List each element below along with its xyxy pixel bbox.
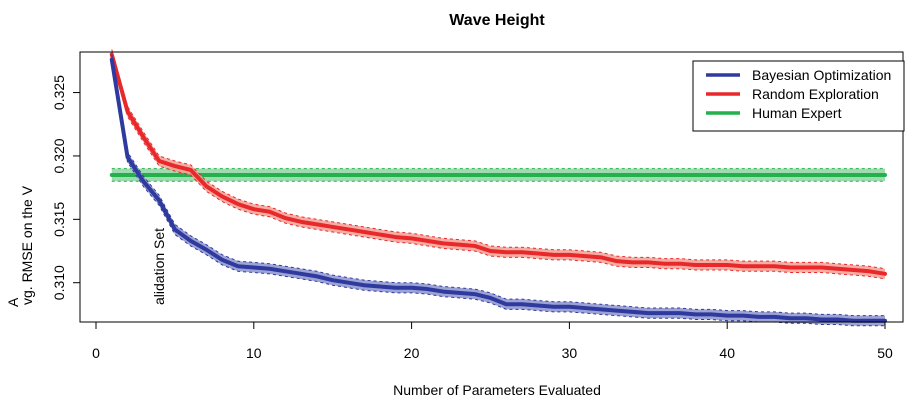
y-tick-label-3: 0.325	[51, 75, 67, 110]
x-tick-label-0: 0	[92, 345, 100, 361]
x-tick-label-40: 40	[719, 345, 735, 361]
legend-label-human: Human Expert	[752, 105, 842, 121]
legend-box	[692, 60, 905, 132]
y-axis: 0.310 0.315 0.320 0.325	[51, 75, 81, 300]
x-tick-label-50: 50	[877, 345, 893, 361]
y-axis-title-prefix: A	[5, 297, 21, 307]
series-layer	[109, 49, 887, 327]
series-line-random	[109, 52, 887, 276]
band-upper-bayesian	[111, 54, 885, 317]
x-axis-title: Number of Parameters Evaluated	[393, 382, 601, 398]
legend-label-bayesian: Bayesian Optimization	[752, 67, 891, 83]
y-tick-label-0: 0.310	[51, 265, 67, 300]
y-tick-label-2: 0.320	[51, 138, 67, 173]
y-tick-label-1: 0.315	[51, 202, 67, 237]
legend-label-random: Random Exploration	[752, 86, 879, 102]
series-line-bayesian	[109, 57, 887, 323]
x-axis: 0 10 20 30 40 50	[92, 321, 893, 361]
band-lower-random	[111, 59, 886, 280]
legend: Bayesian Optimization Random Exploration…	[692, 60, 905, 132]
y-axis-title: vg. RMSE on the V	[19, 185, 35, 305]
validation-set-annotation: alidation Set	[151, 228, 167, 305]
band-upper-random	[111, 49, 886, 270]
x-tick-label-30: 30	[562, 345, 578, 361]
x-tick-label-10: 10	[246, 345, 262, 361]
chart-title: Wave Height	[449, 12, 545, 29]
x-tick-label-20: 20	[404, 345, 420, 361]
